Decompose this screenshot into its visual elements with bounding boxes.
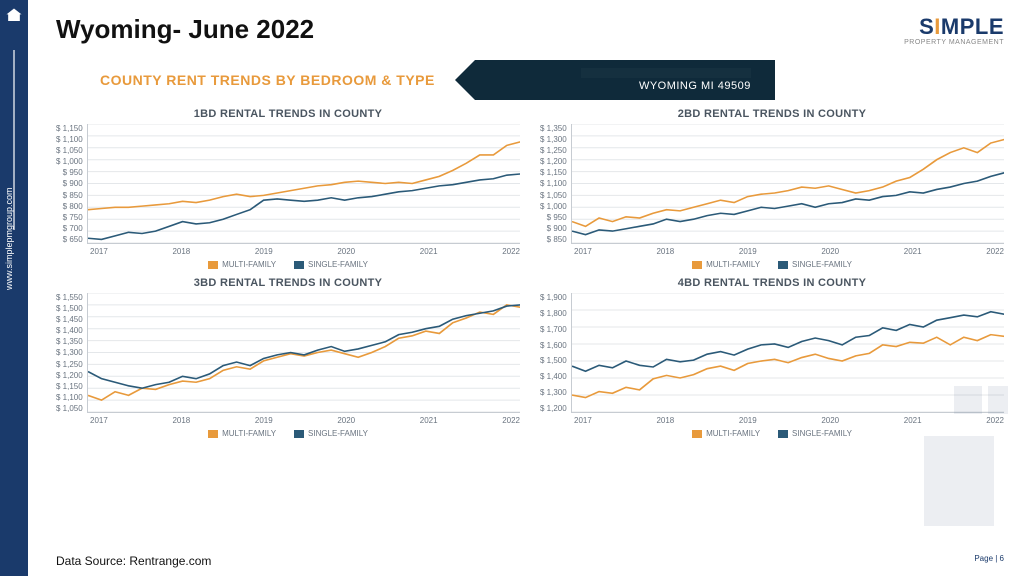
legend-single: SINGLE-FAMILY <box>778 429 852 438</box>
plot-area <box>571 124 1004 244</box>
chart-bd4: 4BD RENTAL TRENDS IN COUNTY $ 1,900$ 1,8… <box>540 277 1004 438</box>
footer: Data Source: Rentrange.com Page | 6 <box>56 554 1004 568</box>
equal-housing-icon <box>4 6 24 26</box>
page-number: Page | 6 <box>974 554 1004 568</box>
legend-multi: MULTI-FAMILY <box>692 260 760 269</box>
legend-single: SINGLE-FAMILY <box>294 260 368 269</box>
plot-area <box>87 293 520 413</box>
charts-grid: 1BD RENTAL TRENDS IN COUNTY $ 1,150$ 1,1… <box>56 108 1004 438</box>
section-subhead: COUNTY RENT TRENDS BY BEDROOM & TYPE <box>56 72 435 88</box>
y-axis-labels: $ 1,900$ 1,800$ 1,700$ 1,600$ 1,500$ 1,4… <box>540 293 571 413</box>
plot-area <box>87 124 520 244</box>
chart-bd2: 2BD RENTAL TRENDS IN COUNTY $ 1,350$ 1,3… <box>540 108 1004 269</box>
legend-single: SINGLE-FAMILY <box>294 429 368 438</box>
sidebar: www.simplepmgroup.com <box>0 0 28 576</box>
legend-single: SINGLE-FAMILY <box>778 260 852 269</box>
x-axis-labels: 201720182019202020212022 <box>540 244 1004 256</box>
chart-bd1: 1BD RENTAL TRENDS IN COUNTY $ 1,150$ 1,1… <box>56 108 520 269</box>
y-axis-labels: $ 1,150$ 1,100$ 1,050$ 1,000$ 950$ 900$ … <box>56 124 87 244</box>
logo-wordmark: SIMPLE <box>904 14 1004 40</box>
chart-legend: MULTI-FAMILY SINGLE-FAMILY <box>56 429 520 438</box>
plot-area <box>571 293 1004 413</box>
chart-body: $ 1,550$ 1,500$ 1,450$ 1,400$ 1,350$ 1,3… <box>56 293 520 413</box>
y-axis-labels: $ 1,550$ 1,500$ 1,450$ 1,400$ 1,350$ 1,3… <box>56 293 87 413</box>
chart-title: 2BD RENTAL TRENDS IN COUNTY <box>540 108 1004 120</box>
subheader-row: COUNTY RENT TRENDS BY BEDROOM & TYPE WYO… <box>56 60 1004 100</box>
chart-title: 4BD RENTAL TRENDS IN COUNTY <box>540 277 1004 289</box>
chart-legend: MULTI-FAMILY SINGLE-FAMILY <box>540 429 1004 438</box>
chart-bd3: 3BD RENTAL TRENDS IN COUNTY $ 1,550$ 1,5… <box>56 277 520 438</box>
chart-legend: MULTI-FAMILY SINGLE-FAMILY <box>540 260 1004 269</box>
header: Wyoming- June 2022 SIMPLE PROPERTY MANAG… <box>56 14 1004 46</box>
badge-redacted-line <box>581 68 751 78</box>
chart-title: 1BD RENTAL TRENDS IN COUNTY <box>56 108 520 120</box>
y-axis-labels: $ 1,350$ 1,300$ 1,250$ 1,200$ 1,150$ 1,1… <box>540 124 571 244</box>
chart-body: $ 1,900$ 1,800$ 1,700$ 1,600$ 1,500$ 1,4… <box>540 293 1004 413</box>
x-axis-labels: 201720182019202020212022 <box>56 244 520 256</box>
brand-logo: SIMPLE PROPERTY MANAGEMENT <box>904 14 1004 46</box>
chart-body: $ 1,350$ 1,300$ 1,250$ 1,200$ 1,150$ 1,1… <box>540 124 1004 244</box>
x-axis-labels: 201720182019202020212022 <box>540 413 1004 425</box>
chart-body: $ 1,150$ 1,100$ 1,050$ 1,000$ 950$ 900$ … <box>56 124 520 244</box>
legend-multi: MULTI-FAMILY <box>208 260 276 269</box>
legend-multi: MULTI-FAMILY <box>208 429 276 438</box>
page-title: Wyoming- June 2022 <box>56 14 314 45</box>
data-source: Data Source: Rentrange.com <box>56 554 211 568</box>
legend-multi: MULTI-FAMILY <box>692 429 760 438</box>
logo-subtext: PROPERTY MANAGEMENT <box>904 39 1004 46</box>
chart-title: 3BD RENTAL TRENDS IN COUNTY <box>56 277 520 289</box>
location-badge: WYOMING MI 49509 <box>475 60 775 100</box>
badge-location-text: WYOMING MI 49509 <box>639 80 751 92</box>
chart-legend: MULTI-FAMILY SINGLE-FAMILY <box>56 260 520 269</box>
x-axis-labels: 201720182019202020212022 <box>56 413 520 425</box>
sidebar-url: www.simplepmgroup.com <box>4 187 14 290</box>
main-content: Wyoming- June 2022 SIMPLE PROPERTY MANAG… <box>28 0 1024 576</box>
